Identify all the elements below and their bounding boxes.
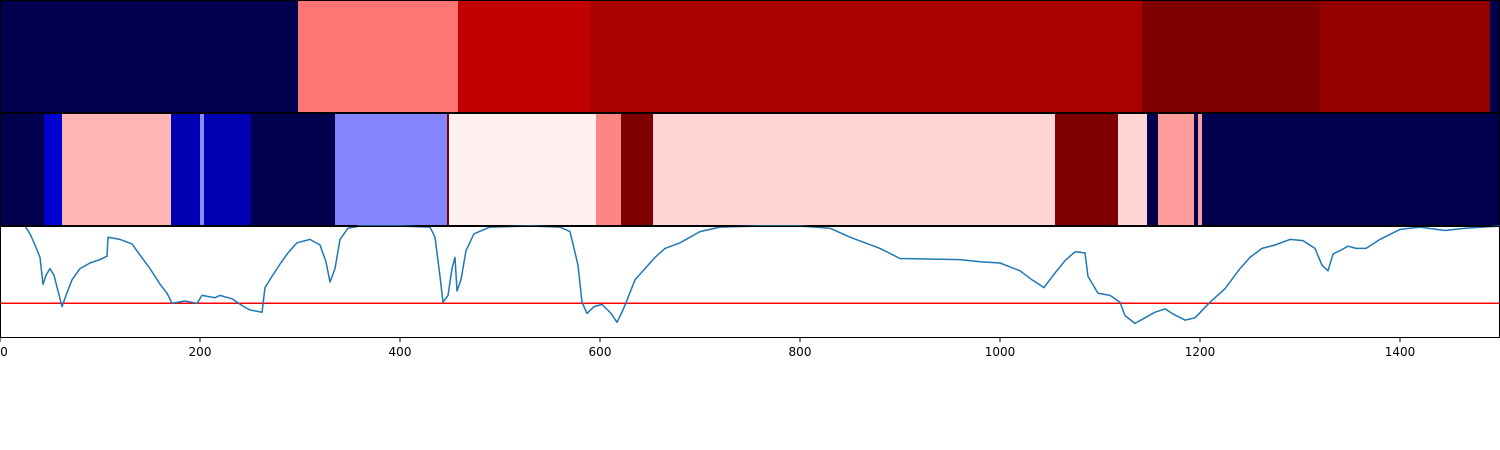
x-tick-label-0: 0 [0,345,8,359]
heatmap-2-cell-11 [621,113,653,226]
x-tick-label-1400: 1400 [1385,345,1416,359]
heatmap-1-cell-2 [458,0,590,113]
line-plot [0,225,1500,338]
line-plot-background [0,226,1500,338]
heatmap-2-cell-8 [447,113,449,226]
heatmap-2-cell-1 [44,113,62,226]
heatmap-2-cell-14 [1118,113,1147,226]
heatmap-strip-2 [0,113,1500,226]
heatmap-2-cell-10 [596,113,621,226]
x-tick-label-400: 400 [389,345,412,359]
heatmap-1-cell-3 [590,0,1142,113]
heatmap-2-cell-15 [1147,113,1158,226]
heatmap-2-cell-16 [1158,113,1194,226]
heatmap-2-cell-3 [171,113,200,226]
x-tick-label-600: 600 [589,345,612,359]
series-line [24,225,1500,325]
heatmap-2-cell-9 [449,113,596,226]
heatmap-2-cell-5 [204,113,251,226]
heatmap-1-cell-5 [1320,0,1490,113]
x-axis: 0 200 400 600 800 1000 1200 1400 [0,338,1415,359]
heatmap-1-cell-0 [0,0,298,113]
heatmap-2-cell-4 [200,113,204,226]
heatmap-2-cell-19 [1202,113,1500,226]
heatmap-1-cell-6 [1490,0,1500,113]
x-tick-label-1200: 1200 [1185,345,1216,359]
heatmap-2-cell-13 [1055,113,1118,226]
heatmap-2-cell-17 [1194,113,1198,226]
heatmap-strip-1 [0,0,1500,113]
x-tick-label-800: 800 [789,345,812,359]
x-tick-label-1000: 1000 [985,345,1016,359]
heatmap-2-cell-7 [335,113,447,226]
heatmap-1-cell-4 [1142,0,1320,113]
heatmap-2-cell-12 [653,113,1055,226]
heatmap-1-cell-1 [298,0,458,113]
x-tick-label-200: 200 [189,345,212,359]
heatmap-2-cell-6 [251,113,335,226]
heatmap-2-cell-0 [0,113,44,226]
heatmap-2-cell-18 [1198,113,1202,226]
heatmap-2-cell-2 [62,113,171,226]
